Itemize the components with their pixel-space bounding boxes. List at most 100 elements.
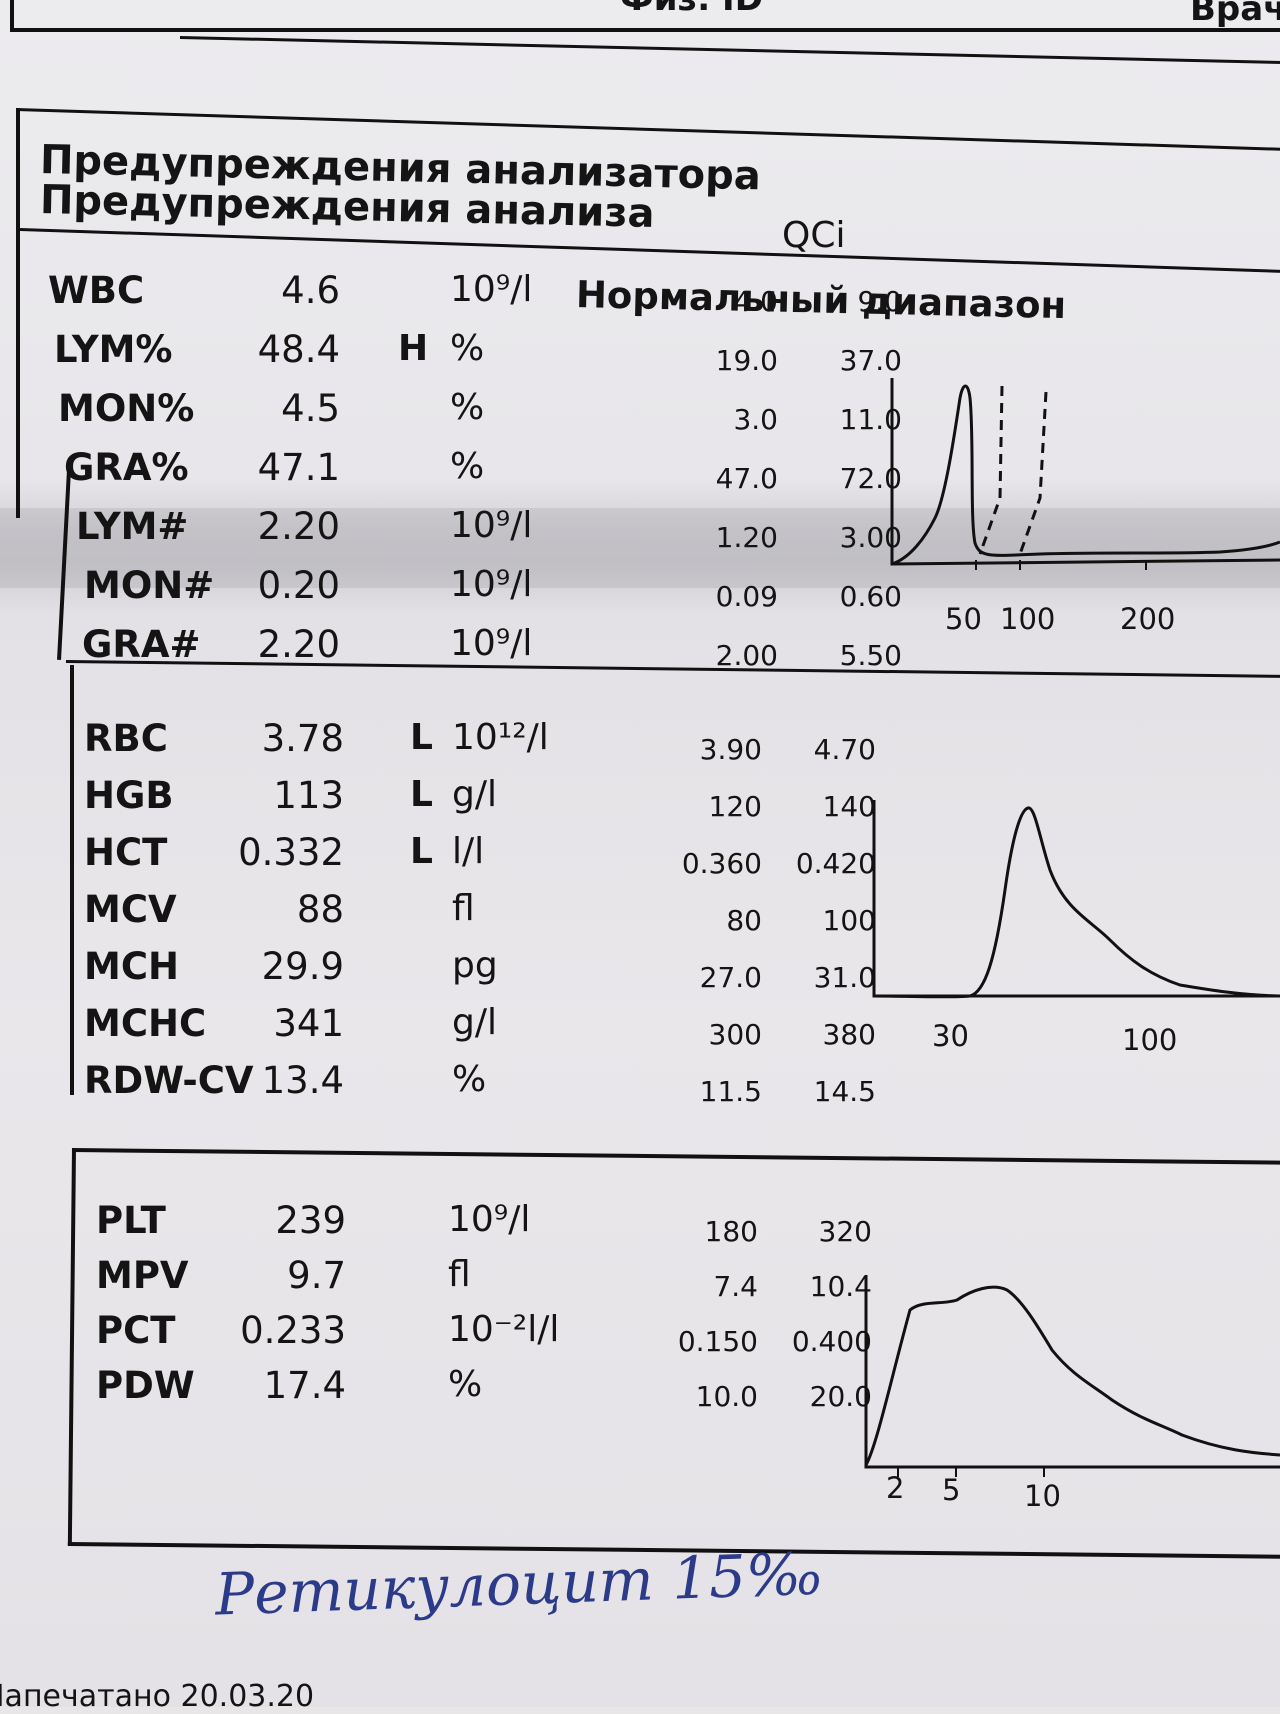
- rbc-tick-30: 30: [932, 1019, 969, 1053]
- param-unit-lym: 10⁹/l: [450, 505, 533, 546]
- param-name-mon: MON#: [84, 564, 215, 607]
- param-name-mcv: MCV: [84, 888, 177, 931]
- param-name-wbc: WBC: [48, 269, 145, 312]
- plt-tick-2: 2: [886, 1471, 905, 1505]
- param-name-plt: PLT: [96, 1199, 166, 1242]
- range-low-hct: 0.360: [681, 847, 762, 880]
- param-unit-mon: %: [450, 387, 485, 428]
- range-low-lym: 19.0: [715, 344, 778, 377]
- param-unit-rdw-cv: %: [452, 1059, 487, 1100]
- wbc-tick-50: 50: [945, 602, 982, 636]
- rbc-histogram: [872, 800, 1280, 999]
- range-low-plt: 180: [704, 1215, 758, 1248]
- param-value-hct: 0.332: [238, 831, 344, 874]
- param-value-mcv: 88: [296, 888, 344, 931]
- param-value-mpv: 9.7: [287, 1254, 346, 1297]
- rbc-histogram-curve: [873, 806, 1280, 999]
- range-low-wbc: 4.0: [733, 285, 778, 318]
- wbc-tick-100: 100: [1000, 602, 1056, 636]
- range-low-mchc: 300: [708, 1018, 762, 1051]
- range-low-lym: 1.20: [715, 521, 778, 554]
- param-value-lym: 48.4: [257, 328, 340, 371]
- wbc-histogram: [890, 378, 1280, 570]
- range-high-gra: 5.50: [839, 639, 902, 672]
- param-unit-rbc: 10¹²/l: [452, 717, 549, 758]
- range-high-hgb: 140: [822, 790, 876, 823]
- param-unit-wbc: 10⁹/l: [450, 269, 533, 310]
- param-value-mon: 4.5: [281, 387, 340, 430]
- range-high-wbc: 9.0: [857, 285, 902, 318]
- plt-tick-5: 5: [942, 1473, 961, 1507]
- wbc-threshold-1: [978, 385, 1004, 555]
- rbc-left-bracket: [70, 665, 74, 1095]
- plt-tick-10: 10: [1024, 1479, 1061, 1513]
- param-name-lym: LYM#: [76, 505, 189, 548]
- param-name-mch: MCH: [84, 945, 179, 988]
- range-high-pct: 0.400: [791, 1325, 872, 1358]
- rbc-histogram-axes: [872, 800, 1280, 998]
- param-unit-gra: 10⁹/l: [450, 623, 533, 664]
- param-name-rdw-cv: RDW-CV: [84, 1059, 254, 1102]
- param-unit-mcv: fl: [452, 888, 475, 929]
- range-high-pdw: 20.0: [809, 1380, 872, 1413]
- plt-axis-ticks: [897, 1467, 1045, 1477]
- wbc-histogram-axes: [890, 378, 1280, 566]
- range-low-pdw: 10.0: [695, 1380, 758, 1413]
- param-unit-pdw: %: [448, 1364, 483, 1405]
- param-value-rbc: 3.78: [261, 717, 344, 760]
- plt-histogram-curve: [864, 1285, 1280, 1466]
- range-low-mon: 0.09: [715, 580, 778, 613]
- wbc-tick-200: 200: [1120, 602, 1176, 636]
- param-name-hgb: HGB: [84, 774, 174, 817]
- param-unit-plt: 10⁹/l: [448, 1199, 531, 1240]
- wbc-histogram-curve: [891, 384, 1280, 566]
- report-left-border: [16, 108, 20, 518]
- range-high-mch: 31.0: [813, 961, 876, 994]
- param-name-lym: LYM%: [54, 328, 173, 371]
- rbc-tick-100: 100: [1122, 1023, 1178, 1057]
- doctor-label: Врач: [1190, 0, 1280, 29]
- param-name-gra: GRA#: [82, 623, 201, 666]
- range-high-rdw-cv: 14.5: [813, 1075, 876, 1108]
- param-name-hct: HCT: [84, 831, 168, 874]
- param-value-gra: 2.20: [257, 623, 340, 666]
- param-unit-pct: 10⁻²l/l: [448, 1309, 560, 1350]
- fiz-id-label: Физ. ID: [620, 0, 763, 16]
- param-name-mon: MON%: [58, 387, 195, 430]
- range-low-mpv: 7.4: [713, 1270, 758, 1303]
- param-unit-mpv: fl: [448, 1254, 471, 1295]
- range-high-lym: 37.0: [839, 344, 902, 377]
- param-unit-hgb: g/l: [452, 774, 497, 815]
- param-value-mchc: 341: [273, 1002, 344, 1045]
- plt-histogram: [864, 1275, 1280, 1477]
- param-value-hgb: 113: [273, 774, 344, 817]
- param-value-wbc: 4.6: [281, 269, 340, 312]
- param-unit-mch: pg: [452, 945, 498, 986]
- param-flag-lym: H: [398, 328, 429, 369]
- param-name-mpv: MPV: [96, 1254, 189, 1297]
- paper-fold-shadow: [0, 508, 1280, 588]
- range-high-hct: 0.420: [795, 847, 876, 880]
- param-value-mch: 29.9: [261, 945, 344, 988]
- param-value-rdw-cv: 13.4: [261, 1059, 344, 1102]
- range-low-rbc: 3.90: [699, 733, 762, 766]
- param-flag-hct: L: [410, 831, 433, 872]
- range-high-plt: 320: [818, 1215, 872, 1248]
- plt-histogram-axes: [864, 1275, 1280, 1469]
- param-unit-hct: l/l: [452, 831, 485, 872]
- range-high-mon: 0.60: [839, 580, 902, 613]
- param-unit-mon: 10⁹/l: [450, 564, 533, 605]
- param-unit-lym: %: [450, 328, 485, 369]
- range-low-mcv: 80: [726, 904, 762, 937]
- range-low-rdw-cv: 11.5: [699, 1075, 762, 1108]
- range-low-mch: 27.0: [699, 961, 762, 994]
- param-flag-rbc: L: [410, 717, 433, 758]
- param-value-lym: 2.20: [257, 505, 340, 548]
- wbc-axis-ticks: [975, 560, 1147, 570]
- range-low-pct: 0.150: [677, 1325, 758, 1358]
- range-high-rbc: 4.70: [813, 733, 876, 766]
- range-low-gra: 2.00: [715, 639, 778, 672]
- range-low-gra: 47.0: [715, 462, 778, 495]
- range-high-mchc: 380: [822, 1018, 876, 1051]
